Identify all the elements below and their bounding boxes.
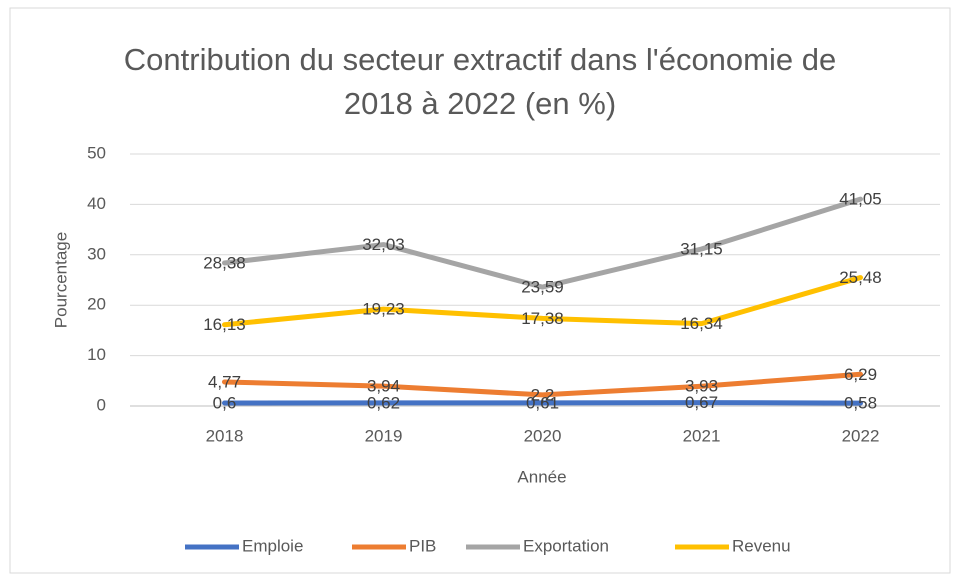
data-label: 3,94: [367, 377, 400, 396]
data-label: 0,67: [685, 393, 718, 412]
chart-title: Contribution du secteur extractif dans l…: [123, 42, 837, 121]
data-label: 4,77: [208, 372, 241, 391]
y-tick-label: 20: [87, 295, 106, 314]
legend-label: PIB: [409, 536, 436, 555]
y-tick-label: 10: [87, 345, 106, 364]
data-label: 28,38: [203, 253, 246, 272]
data-label: 6,29: [844, 365, 877, 384]
legend-label: Exportation: [523, 536, 609, 555]
series-line: [222, 371, 863, 398]
series-line: [222, 275, 863, 328]
chart-frame: [9, 7, 951, 574]
x-tick-label: 2020: [524, 426, 562, 445]
data-label: 31,15: [680, 239, 723, 258]
data-label: 17,38: [521, 309, 564, 328]
data-label: 19,23: [362, 300, 405, 319]
data-label: 41,05: [839, 190, 882, 209]
legend-label: Emploie: [242, 536, 303, 555]
data-label: 3,93: [685, 377, 718, 396]
data-label: 16,13: [203, 315, 246, 334]
data-label: 2,2: [531, 385, 555, 404]
x-tick-label: 2018: [206, 426, 244, 445]
x-tick-label: 2021: [683, 426, 721, 445]
y-tick-label: 0: [97, 395, 106, 414]
y-tick-label: 30: [87, 244, 106, 263]
data-label: 0,6: [213, 393, 237, 412]
data-label: 23,59: [521, 278, 564, 297]
data-label: 0,58: [844, 394, 877, 413]
data-label: 0,62: [367, 393, 400, 412]
data-label: 32,03: [362, 235, 405, 254]
series-line: [222, 196, 863, 290]
data-label: 0,61: [526, 393, 559, 412]
data-label: 16,34: [680, 314, 723, 333]
y-axis-label: Pourcentage: [51, 232, 70, 328]
x-axis-label: Année: [517, 467, 566, 486]
y-tick-label: 40: [87, 194, 106, 213]
y-tick-label: 50: [87, 143, 106, 162]
legend-label: Revenu: [732, 536, 791, 555]
x-tick-label: 2019: [365, 426, 403, 445]
data-label: 25,48: [839, 268, 882, 287]
x-tick-label: 2022: [842, 426, 880, 445]
